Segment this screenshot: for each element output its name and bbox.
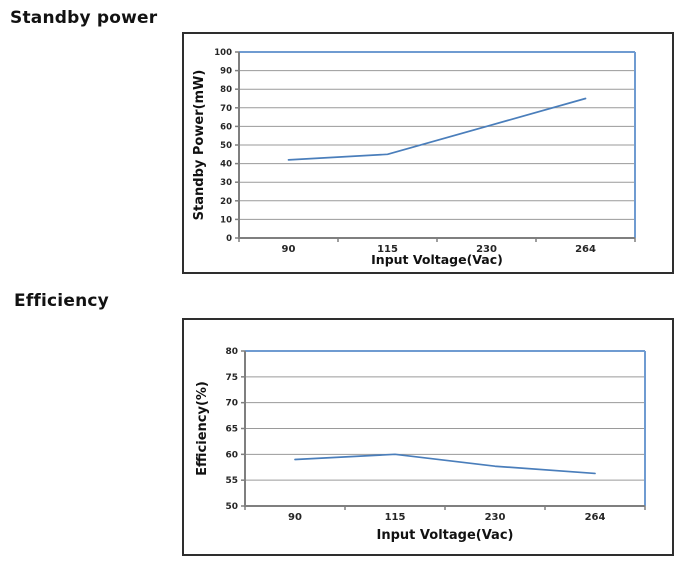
y-axis-title: Efficiency(%)	[195, 381, 210, 476]
y-axis-title: Standby Power(mW)	[192, 70, 207, 221]
y-tick-label: 55	[225, 476, 238, 486]
x-tick-label: 115	[377, 244, 398, 255]
y-tick-label: 80	[220, 85, 232, 95]
x-axis-title: Input Voltage(Vac)	[377, 528, 514, 543]
y-tick-label: 40	[220, 160, 232, 170]
y-tick-label: 90	[220, 67, 232, 77]
y-tick-label: 70	[225, 399, 238, 409]
y-tick-label: 100	[214, 48, 232, 58]
efficiency-heading: Efficiency	[14, 291, 109, 311]
standby-power-chart: 0 10 20 30 40 50 60 70 80 90 100 90 115 230 264 Input V…	[182, 32, 674, 274]
x-tick-label: 230	[485, 512, 506, 523]
standby-power-plot: 0 10 20 30 40 50 60 70 80 90 100 90 115 230 264 Input V…	[192, 48, 636, 267]
y-tick-label: 65	[225, 425, 238, 435]
series-line	[287, 97, 587, 161]
x-tick-label: 90	[288, 512, 302, 523]
standby-power-heading: Standby power	[10, 8, 158, 28]
x-tick-label: 264	[575, 244, 596, 255]
y-tick-label: 60	[220, 122, 232, 132]
y-tick-label: 50	[220, 141, 232, 151]
x-tick-label: 230	[476, 244, 497, 255]
y-tick-label: 80	[225, 347, 238, 357]
x-axis-title: Input Voltage(Vac)	[371, 252, 503, 267]
efficiency-chart: 50 55 60 65 70 75 80 90 115 230 264 Input Voltage(V…	[182, 318, 674, 556]
y-tick-label: 30	[220, 178, 232, 188]
y-tick-label: 0	[226, 234, 232, 244]
efficiency-plot: 50 55 60 65 70 75 80 90 115 230 264 Input Voltage(V…	[195, 347, 646, 543]
x-tick-label: 115	[385, 512, 406, 523]
series-line	[294, 453, 596, 475]
y-tick-label: 20	[220, 197, 232, 207]
y-tick-label: 10	[220, 215, 232, 225]
y-tick-label: 75	[225, 373, 238, 383]
x-tick-label: 264	[585, 512, 606, 523]
x-tick-label: 90	[282, 244, 296, 255]
y-tick-label: 60	[225, 450, 238, 460]
y-tick-label: 50	[225, 502, 238, 512]
y-tick-label: 70	[220, 104, 232, 114]
